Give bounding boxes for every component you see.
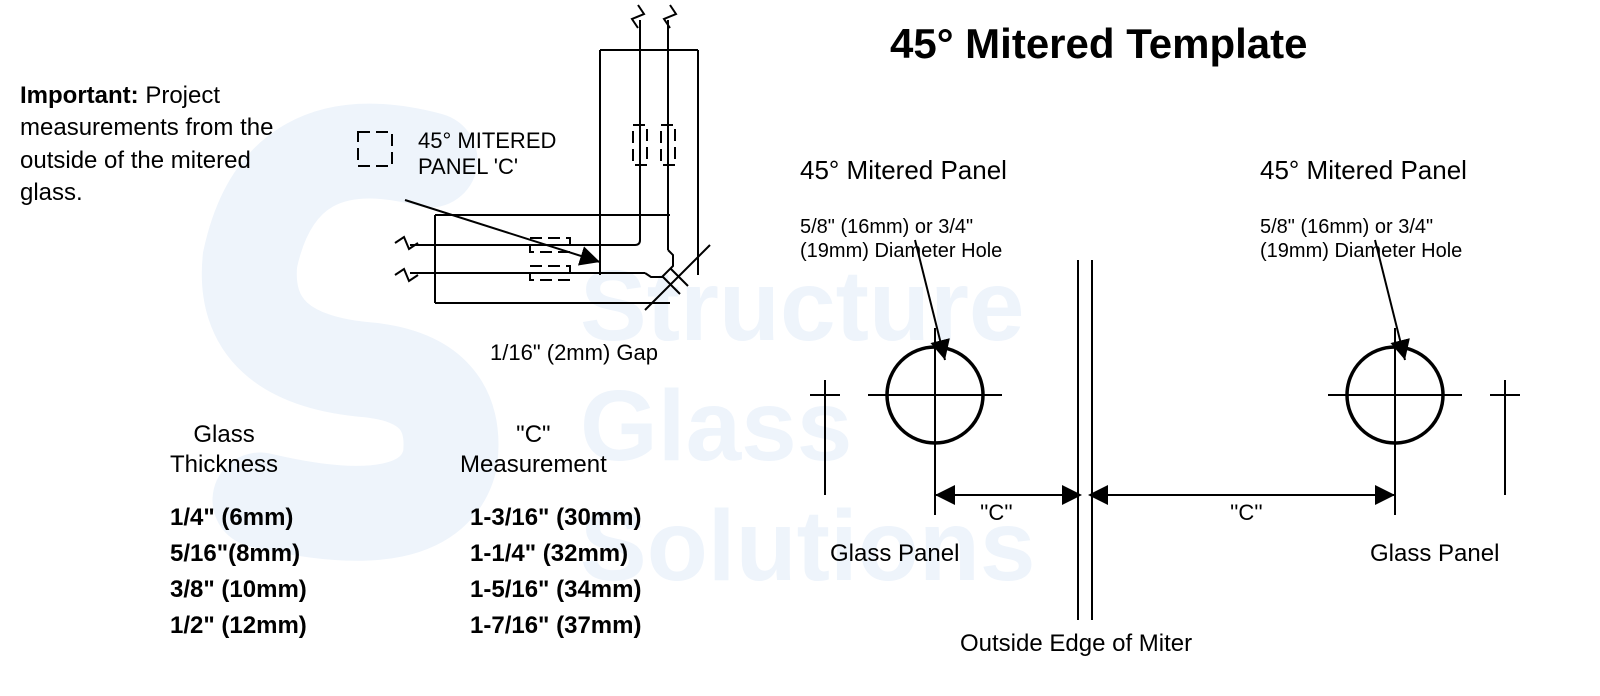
table-row: 5/16"(8mm)	[170, 536, 307, 572]
table-row: 1/4" (6mm)	[170, 500, 307, 536]
left-panel-heading: 45° Mitered Panel	[800, 155, 1007, 186]
page-title: 45° Mitered Template	[890, 20, 1307, 68]
table-row: 1-7/16" (37mm)	[470, 608, 641, 644]
table-row: 1-1/4" (32mm)	[470, 536, 641, 572]
important-note: Important: Project measurements from the…	[20, 80, 320, 210]
c-measurement-header: "C" Measurement	[460, 420, 607, 480]
mitered-panel-templates	[770, 240, 1590, 670]
gap-label: 1/16" (2mm) Gap	[490, 340, 658, 366]
left-c-label: ''C''	[980, 500, 1013, 526]
right-hole-label: 5/8" (16mm) or 3/4" (19mm) Diameter Hole	[1260, 215, 1462, 263]
table-row: 1-3/16" (30mm)	[470, 500, 641, 536]
glass-thickness-header: Glass Thickness	[170, 420, 278, 480]
glass-thickness-values: 1/4" (6mm) 5/16"(8mm) 3/8" (10mm) 1/2" (…	[170, 500, 307, 644]
left-hole-label: 5/8" (16mm) or 3/4" (19mm) Diameter Hole	[800, 215, 1002, 263]
right-c-label: ''C''	[1230, 500, 1263, 526]
miter-panel-c-label: 45° MITERED PANEL 'C'	[418, 128, 556, 181]
table-row: 3/8" (10mm)	[170, 572, 307, 608]
c-measurement-values: 1-3/16" (30mm) 1-1/4" (32mm) 1-5/16" (34…	[470, 500, 641, 644]
right-glass-panel-label: Glass Panel	[1370, 540, 1499, 568]
table-row: 1-5/16" (34mm)	[470, 572, 641, 608]
right-panel-heading: 45° Mitered Panel	[1260, 155, 1467, 186]
left-glass-panel-label: Glass Panel	[830, 540, 959, 568]
table-row: 1/2" (12mm)	[170, 608, 307, 644]
outside-edge-label: Outside Edge of Miter	[960, 630, 1192, 658]
miter-corner-diagram	[340, 10, 780, 380]
important-label: Important:	[20, 82, 139, 109]
